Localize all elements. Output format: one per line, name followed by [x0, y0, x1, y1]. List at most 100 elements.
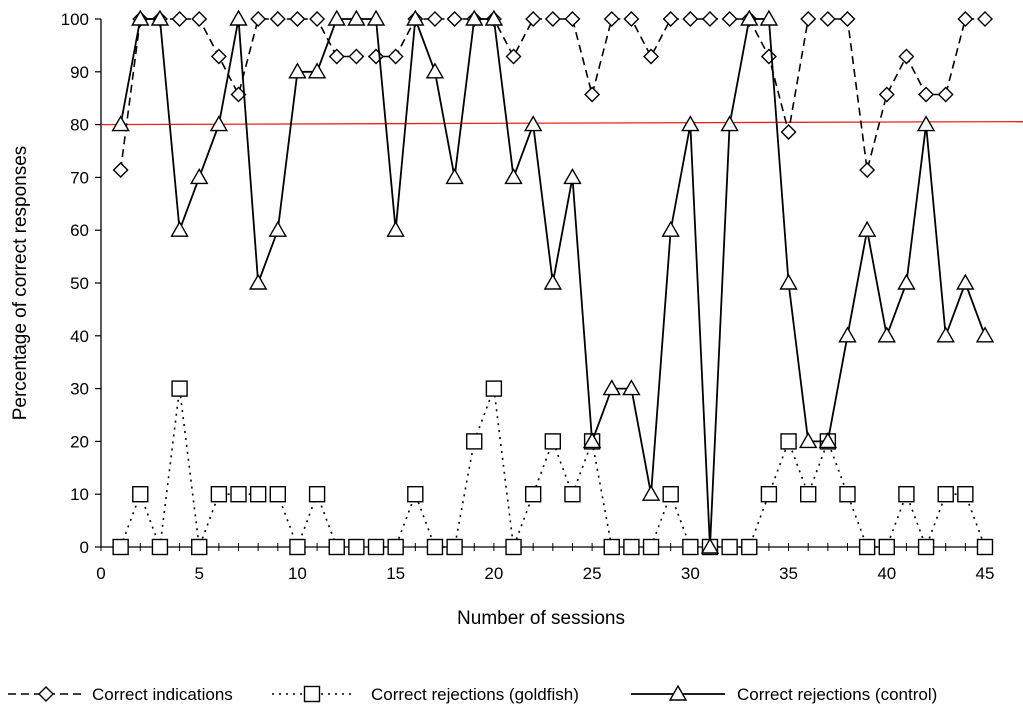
triangle-marker [975, 326, 995, 343]
series-3 [111, 9, 995, 554]
triangle-marker [268, 220, 288, 237]
triangle-marker [838, 326, 857, 343]
diamond-marker [957, 11, 974, 27]
square-marker [269, 486, 286, 503]
triangle-marker [543, 273, 563, 290]
legend-item: Correct rejections (control) [631, 684, 937, 704]
square-marker [485, 380, 503, 397]
triangle-marker [288, 62, 307, 79]
triangle-marker [150, 9, 170, 26]
triangle-marker [131, 9, 150, 26]
diamond-marker [112, 162, 129, 178]
diamond-marker [682, 11, 699, 27]
triangle-marker [681, 115, 700, 132]
triangle-marker [170, 220, 189, 237]
triangle-marker [248, 273, 268, 290]
diamond-marker [505, 48, 522, 65]
x-tick-label: 30 [681, 564, 700, 583]
diamond-marker [584, 86, 601, 103]
triangle-marker [798, 431, 818, 449]
diamond-marker [368, 48, 385, 65]
square-marker [446, 538, 463, 556]
triangle-marker [327, 9, 346, 26]
y-tick-label: 40 [70, 327, 89, 346]
triangle-marker [307, 62, 327, 79]
y-tick-label: 10 [70, 485, 89, 504]
diamond-marker [839, 11, 856, 27]
triangle-marker [445, 167, 464, 185]
square-marker [898, 486, 915, 503]
diamond-marker [918, 86, 935, 103]
y-tick-label: 30 [70, 380, 89, 399]
x-tick-label: 25 [583, 564, 602, 583]
triangle-marker [465, 9, 484, 26]
square-marker [505, 538, 522, 556]
triangle-marker [347, 9, 366, 26]
triangle-marker [779, 273, 798, 290]
square-marker [303, 685, 321, 703]
diamond-marker [898, 48, 915, 65]
square-marker [878, 538, 895, 556]
x-tick-label: 15 [386, 564, 405, 583]
x-tick-label: 5 [194, 564, 203, 583]
triangle-marker [504, 167, 523, 185]
square-marker [760, 486, 778, 503]
diamond-marker [643, 48, 660, 65]
diamond-marker [819, 11, 836, 27]
x-tick-label: 45 [976, 564, 995, 583]
triangle-marker [641, 484, 661, 501]
diamond-marker [38, 686, 54, 702]
square-marker [780, 433, 797, 450]
y-axis-title: Percentage of correct responses [10, 146, 31, 421]
triangle-marker [386, 220, 405, 237]
triangle-marker [759, 9, 779, 26]
square-marker [466, 433, 483, 450]
y-tick-label: 90 [70, 63, 89, 82]
square-marker [623, 538, 640, 556]
series-layer [111, 9, 995, 556]
diamond-marker [878, 86, 895, 103]
diamond-marker [800, 11, 817, 27]
legend-label: Correct rejections (control) [737, 685, 937, 704]
square-marker [937, 486, 954, 503]
triangle-marker [936, 326, 955, 343]
triangle-marker [425, 62, 445, 79]
triangle-marker [916, 115, 936, 132]
triangle-marker [956, 273, 975, 290]
triangle-marker [406, 9, 425, 26]
square-marker [721, 538, 738, 556]
diamond-marker [191, 11, 208, 27]
diamond-marker [309, 11, 326, 27]
square-marker [544, 433, 562, 450]
x-tick-label: 0 [96, 564, 105, 583]
diamond-marker [544, 11, 561, 27]
series-1 [112, 11, 993, 178]
x-axis-tick-labels: 0 5 10 15 20 25 30 35 40 45 [96, 564, 994, 583]
y-axis-tick-labels: 0 10 20 30 40 50 60 70 80 90 100 [61, 10, 89, 557]
triangle-marker [229, 9, 248, 26]
triangle-marker [523, 115, 543, 132]
diamond-marker [977, 11, 993, 27]
y-tick-label: 100 [61, 10, 89, 29]
square-marker [151, 538, 169, 556]
y-tick-label: 80 [70, 116, 89, 135]
square-marker [957, 486, 974, 503]
square-marker [132, 486, 149, 503]
triangle-marker [190, 167, 209, 185]
triangle-marker [111, 115, 130, 132]
square-marker [800, 486, 817, 503]
diamond-marker [250, 11, 267, 27]
diamond-marker [662, 11, 679, 27]
diamond-marker [721, 11, 738, 27]
diamond-marker [780, 124, 797, 140]
x-tick-label: 35 [779, 564, 798, 583]
triangle-marker [720, 115, 739, 132]
diamond-marker [348, 48, 365, 65]
triangle-marker [740, 9, 759, 26]
square-marker [426, 538, 444, 556]
diamond-marker [760, 48, 777, 65]
diamond-marker [859, 162, 876, 178]
square-marker [191, 538, 208, 556]
series-line [119, 388, 986, 550]
series-line [119, 18, 985, 171]
